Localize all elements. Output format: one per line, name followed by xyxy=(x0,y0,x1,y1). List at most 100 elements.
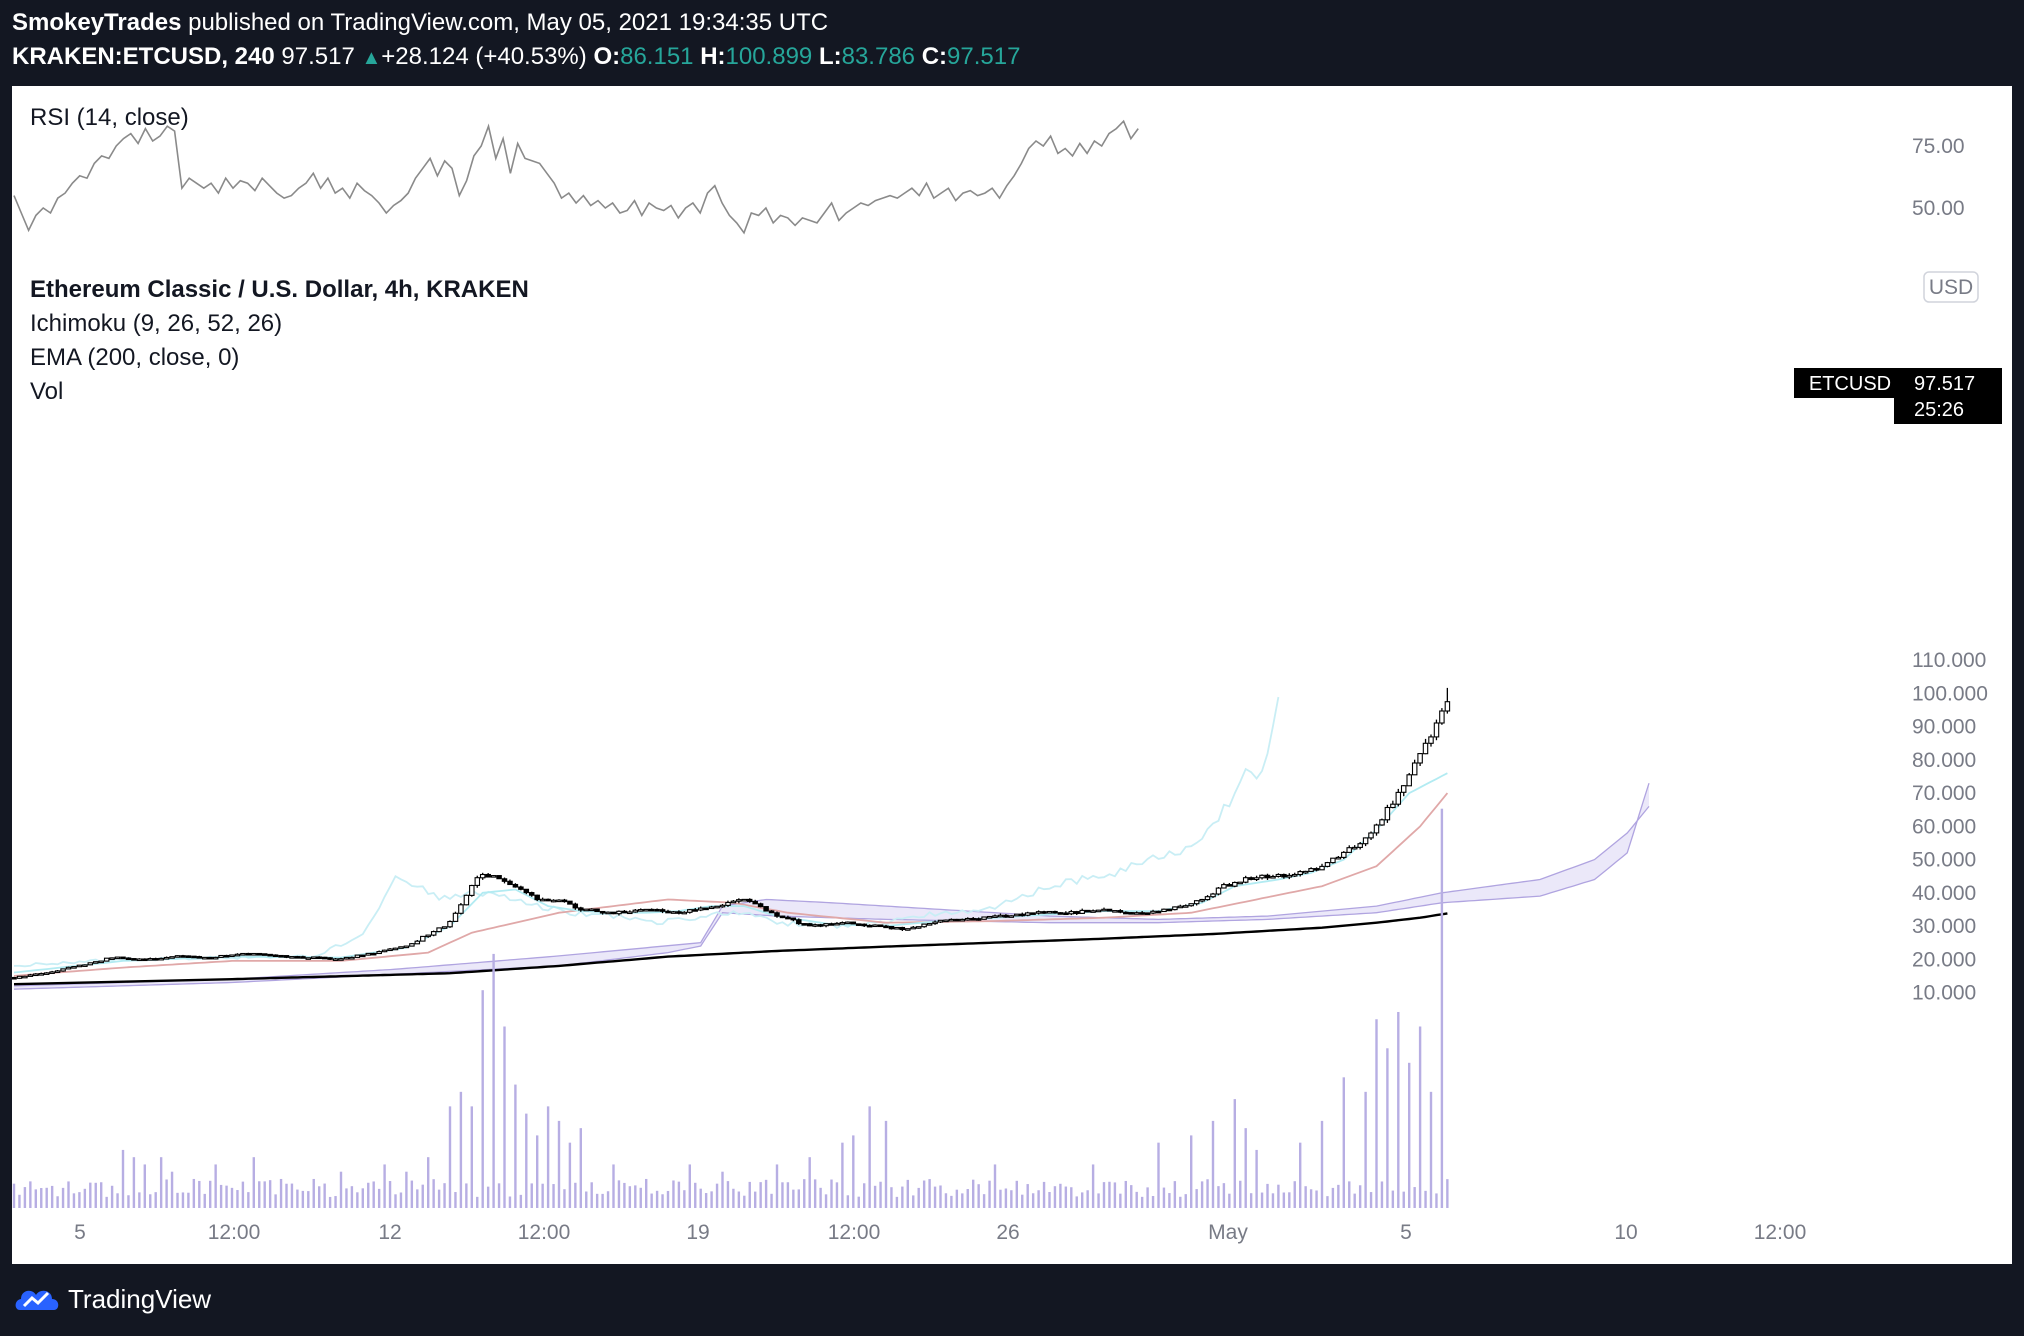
volume-bar xyxy=(127,1195,130,1208)
volume-bar xyxy=(176,1192,179,1208)
ema-legend[interactable]: EMA (200, close, 0) xyxy=(30,344,240,371)
candle-body xyxy=(321,956,328,960)
candle-body xyxy=(659,909,666,912)
volume-bar xyxy=(606,1191,610,1208)
volume-bar xyxy=(296,1189,299,1208)
price-tick-label: 30.000 xyxy=(1912,915,1976,938)
volume-bar xyxy=(1200,1181,1204,1208)
volume-bar xyxy=(617,1180,621,1208)
candle-body xyxy=(741,898,748,902)
volume-bar xyxy=(1435,1193,1438,1208)
candle-body xyxy=(1351,846,1358,850)
candle-body xyxy=(409,943,415,947)
brand-name[interactable]: TradingView xyxy=(68,1284,212,1314)
volume-bar xyxy=(1190,1135,1193,1208)
volume-bar xyxy=(710,1191,713,1208)
volume-bar xyxy=(1402,1191,1405,1208)
candle-body xyxy=(708,906,715,910)
candle-body xyxy=(1357,843,1363,848)
candle-body xyxy=(185,955,192,958)
low-value: 83.786 xyxy=(841,43,916,70)
candle-body xyxy=(1024,912,1031,916)
volume-bar xyxy=(465,1183,468,1208)
volume-bar xyxy=(623,1182,626,1208)
candle-body xyxy=(430,931,437,936)
volume-bar xyxy=(12,1183,16,1208)
volume-bar xyxy=(1228,1193,1231,1208)
volume-bar xyxy=(132,1157,136,1208)
publication-line: SmokeyTrades published on TradingView.co… xyxy=(12,9,828,37)
candle-body xyxy=(883,925,889,929)
volume-bar xyxy=(143,1164,146,1208)
candle-body xyxy=(267,953,273,957)
volume-bar xyxy=(40,1188,43,1208)
candle-body xyxy=(1052,910,1058,914)
candle-body xyxy=(943,919,949,923)
volume-bar xyxy=(639,1187,642,1208)
candle-body xyxy=(1422,742,1429,755)
candle-body xyxy=(556,899,562,903)
volume-bar xyxy=(1293,1181,1296,1208)
volume-bar xyxy=(634,1185,637,1208)
volume-bar xyxy=(873,1185,877,1208)
candle-body xyxy=(774,912,780,917)
volume-bar xyxy=(159,1157,163,1208)
candle-body xyxy=(1063,912,1069,916)
volume-bar xyxy=(258,1181,261,1208)
open-value: 86.151 xyxy=(620,43,694,70)
volume-bar xyxy=(579,1128,582,1208)
time-axis[interactable]: 5 12:00 12 12:00 19 12:00 26 May 5 10 12:00 xyxy=(74,1221,1806,1244)
price-axis[interactable]: 110.000 100.000 90.000 80.000 70.000 60.000 50… xyxy=(1912,135,1988,1005)
candle-body xyxy=(763,906,769,912)
candle-body xyxy=(1068,911,1075,915)
candle-body xyxy=(610,911,617,915)
candlestick-series[interactable] xyxy=(12,687,1451,980)
chart-title[interactable]: Ethereum Classic / U.S. Dollar, 4h, KRAK… xyxy=(30,276,529,303)
candle-body xyxy=(512,883,519,888)
volume-legend[interactable]: Vol xyxy=(30,378,64,405)
volume-bar xyxy=(939,1185,942,1208)
candle-body xyxy=(812,924,818,927)
candle-body xyxy=(588,908,595,912)
volume-bar xyxy=(879,1181,882,1208)
time-tick-label: 12:00 xyxy=(1754,1221,1807,1244)
currency-badge[interactable]: USD xyxy=(1923,271,1979,303)
candle-body xyxy=(191,955,197,959)
volume-bar xyxy=(427,1157,430,1208)
chart-area[interactable]: 110.000 100.000 90.000 80.000 70.000 60.000 50… xyxy=(12,86,2012,1264)
volume-bar xyxy=(241,1181,245,1208)
volume-bar xyxy=(1386,1048,1389,1208)
volume-bar xyxy=(1124,1180,1127,1208)
author-name[interactable]: SmokeyTrades xyxy=(12,9,182,36)
volume-bar xyxy=(612,1164,615,1208)
price-tick-label: 60.000 xyxy=(1912,815,1976,838)
candle-body xyxy=(1150,910,1156,914)
volume-bar xyxy=(661,1194,664,1208)
rsi-axis-ticks: 75.00 50.00 xyxy=(1912,135,1965,220)
volume-bar xyxy=(650,1193,653,1208)
candle-body xyxy=(1390,803,1396,809)
rsi-legend[interactable]: RSI (14, close) xyxy=(30,104,189,131)
candle-body xyxy=(654,908,660,912)
ichimoku-cloud xyxy=(13,783,1650,990)
ichimoku-legend[interactable]: Ichimoku (9, 26, 52, 26) xyxy=(30,310,283,337)
volume-bar xyxy=(754,1191,757,1208)
candle-body xyxy=(845,921,851,925)
footer-bar: TradingView xyxy=(0,1264,2024,1336)
candle-body xyxy=(583,908,589,912)
time-tick-label: 12:00 xyxy=(208,1221,261,1244)
volume-bar xyxy=(209,1180,212,1208)
candle-body xyxy=(1302,870,1309,874)
candle-body xyxy=(785,916,791,920)
volume-bar xyxy=(312,1178,315,1208)
volume-bar xyxy=(285,1183,288,1208)
volume-bar xyxy=(1271,1193,1275,1208)
candle-body xyxy=(1182,905,1189,908)
candle-body xyxy=(599,910,606,914)
volume-bar xyxy=(263,1181,266,1208)
tradingview-logo-icon[interactable] xyxy=(12,1280,64,1316)
volume-bar xyxy=(775,1164,779,1208)
chart-canvas[interactable]: 110.000 100.000 90.000 80.000 70.000 60.000 50… xyxy=(12,86,2012,1264)
symbol-label: KRAKEN:ETCUSD, 240 xyxy=(12,43,275,70)
close-value: 97.517 xyxy=(947,43,1021,70)
